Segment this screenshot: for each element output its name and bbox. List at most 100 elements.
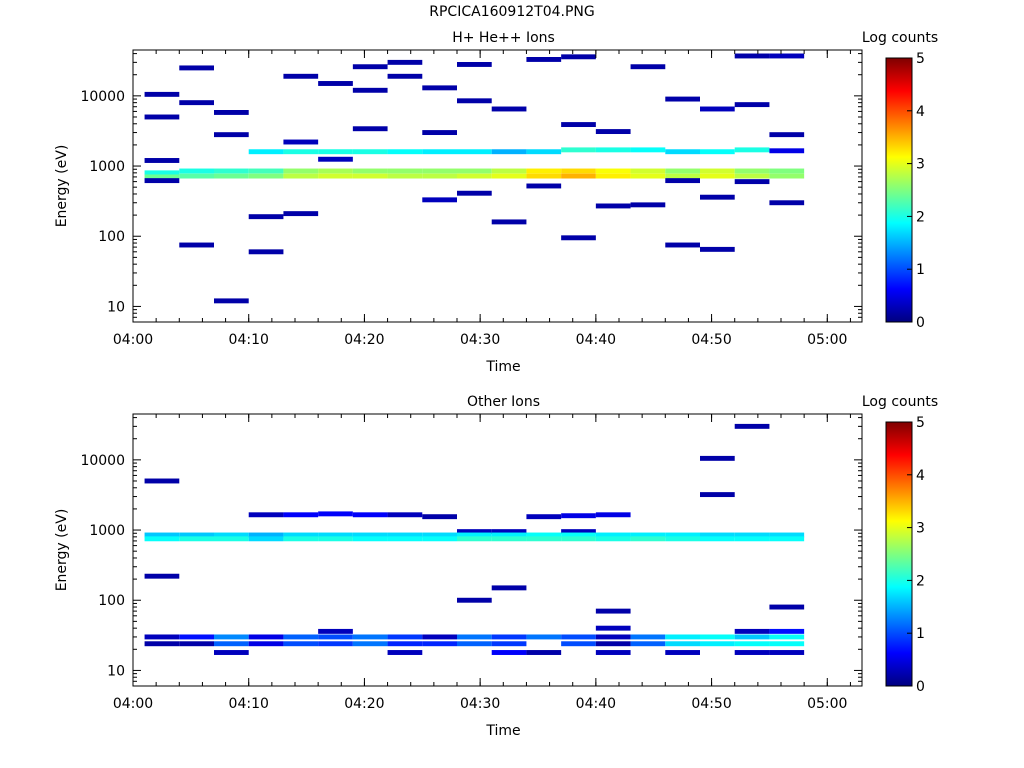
heatmap-cell <box>457 98 492 104</box>
heatmap-cell <box>734 179 770 185</box>
panel-title: Other Ions <box>467 394 540 410</box>
heatmap-cell <box>734 53 770 59</box>
heatmap-cell <box>318 511 353 517</box>
heatmap-cell <box>457 190 492 196</box>
y-tick-label: 1000 <box>89 159 125 175</box>
y-axis-label: Energy (eV) <box>54 145 70 228</box>
heatmap-cell <box>387 168 423 174</box>
heatmap-cell <box>491 219 527 225</box>
heatmap-cell <box>665 242 700 248</box>
x-tick-label: 04:40 <box>576 332 616 348</box>
y-tick-label: 1000 <box>89 523 125 539</box>
heatmap-cell <box>595 203 631 209</box>
heatmap-cell <box>352 532 388 538</box>
heatmap-cell <box>457 641 492 647</box>
heatmap-cell <box>248 168 284 174</box>
y-tick-label: 100 <box>98 229 125 245</box>
heatmap-cell <box>318 81 353 86</box>
x-tick-label: 04:10 <box>229 696 269 712</box>
heatmap-cell <box>700 246 735 252</box>
heatmap-cell <box>561 147 596 153</box>
plot-frame <box>132 413 863 687</box>
colorbar-tick-label: 5 <box>916 415 925 431</box>
heatmap-cell <box>700 536 735 542</box>
heatmap-cell <box>214 298 249 304</box>
panel-other-ions: 04:00 04:10 04:20 04:30 04:40 04:50 05:0010100… <box>54 394 938 739</box>
heatmap-cell <box>491 536 527 542</box>
colorbar <box>885 421 913 687</box>
heatmap-cell <box>665 178 700 184</box>
heatmap-cell <box>700 641 735 647</box>
colorbar-tick-label: 2 <box>916 573 925 589</box>
heatmap-cell <box>283 641 319 647</box>
heatmap-cell <box>665 173 700 179</box>
heatmap-cell <box>352 87 388 93</box>
y-axis-label: Energy (eV) <box>54 509 70 592</box>
heatmap-cell <box>769 641 805 647</box>
heatmap-cell <box>700 173 735 179</box>
heatmap-cell <box>283 168 319 174</box>
heatmap-cell <box>561 122 596 128</box>
heatmap-cell <box>700 455 735 461</box>
heatmap-cell <box>422 149 457 155</box>
heatmap-cell <box>734 650 770 655</box>
heatmap-cell <box>595 608 631 614</box>
heatmap-cell <box>734 423 770 429</box>
x-tick-label: 04:50 <box>691 696 731 712</box>
heatmap-cell <box>665 149 700 155</box>
page-title: RPCICA160912T04.PNG <box>429 4 595 20</box>
heatmap-cell <box>595 512 631 518</box>
heatmap-cell <box>387 536 423 542</box>
heatmap-cell <box>318 149 353 155</box>
heatmap-cell <box>214 536 249 542</box>
y-tick-label: 100 <box>98 593 125 609</box>
heatmap-cell <box>179 173 214 179</box>
heatmap-cell <box>526 149 562 155</box>
heatmap-cell <box>248 214 284 220</box>
heatmap-cell <box>318 641 353 647</box>
heatmap-cell <box>491 650 527 655</box>
heatmap-cell <box>561 168 596 174</box>
heatmap-cell <box>214 641 249 647</box>
x-tick-label: 04:20 <box>344 696 384 712</box>
y-tick-label: 10000 <box>80 453 125 469</box>
heatmap-cell <box>214 650 249 655</box>
heatmap-cell <box>595 536 631 542</box>
heatmap-cell <box>734 102 770 108</box>
heatmap-cell <box>214 173 249 179</box>
heatmap-cell <box>283 73 319 79</box>
heatmap-cell <box>422 173 457 179</box>
heatmap-cell <box>144 573 180 579</box>
x-tick-label: 04:00 <box>113 696 153 712</box>
heatmap-cell <box>595 641 631 647</box>
heatmap-cell <box>144 170 180 176</box>
colorbar-tick-label: 4 <box>916 468 925 484</box>
heatmap-cell <box>734 641 770 647</box>
heatmap-cell <box>248 149 284 155</box>
heatmap-cell <box>318 634 353 640</box>
x-tick-label: 04:30 <box>460 696 500 712</box>
heatmap-cell <box>700 492 735 498</box>
heatmap-cell <box>734 168 770 174</box>
heatmap-cell <box>526 536 562 542</box>
heatmap-cell <box>283 139 319 145</box>
heatmap-cell <box>144 532 180 538</box>
heatmap-cell <box>248 173 284 179</box>
heatmap-cell <box>283 512 319 518</box>
heatmap-cell <box>352 168 388 174</box>
heatmap-cell <box>179 536 214 542</box>
heatmap-cell <box>491 149 527 155</box>
heatmap-cell <box>318 536 353 542</box>
heatmap-cell <box>700 106 735 112</box>
heatmap-cell <box>561 173 596 179</box>
heatmap-cell <box>179 168 214 174</box>
x-tick-label: 04:50 <box>691 332 731 348</box>
heatmap-cell <box>422 168 457 174</box>
heatmap-cell <box>526 532 562 538</box>
heatmap-cell <box>214 168 249 174</box>
heatmap-cell <box>769 536 805 542</box>
heatmap-cell <box>179 634 214 640</box>
heatmap-cell <box>491 168 527 174</box>
heatmap-cell <box>665 96 700 102</box>
heatmap-cell <box>283 149 319 155</box>
